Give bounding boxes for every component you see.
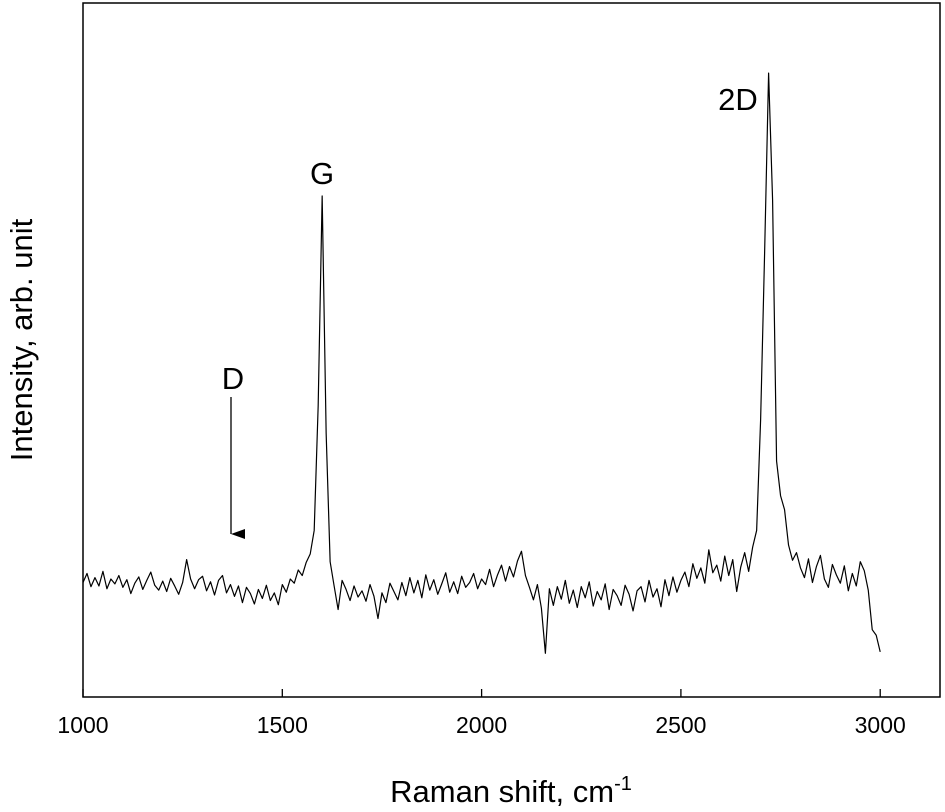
x-tick-label: 1500 [257,712,308,738]
x-axis-label: Raman shift, cm-1 [390,773,632,809]
plot-frame [82,2,941,698]
spectrum-line [82,72,881,654]
peak-annotation: G [310,156,334,191]
y-axis-label: Intensity, arb. unit [4,218,39,461]
x-axis-label-text: Raman shift, cm [390,774,614,809]
x-tick-label: 3000 [855,712,906,738]
x-axis-label-sup: -1 [614,773,632,795]
peak-annotation: D [222,361,244,396]
x-tick-label: 2500 [655,712,706,738]
peak-annotation: 2D [718,82,758,117]
x-tick-label: 2000 [456,712,507,738]
x-tick-label: 1000 [57,712,108,738]
